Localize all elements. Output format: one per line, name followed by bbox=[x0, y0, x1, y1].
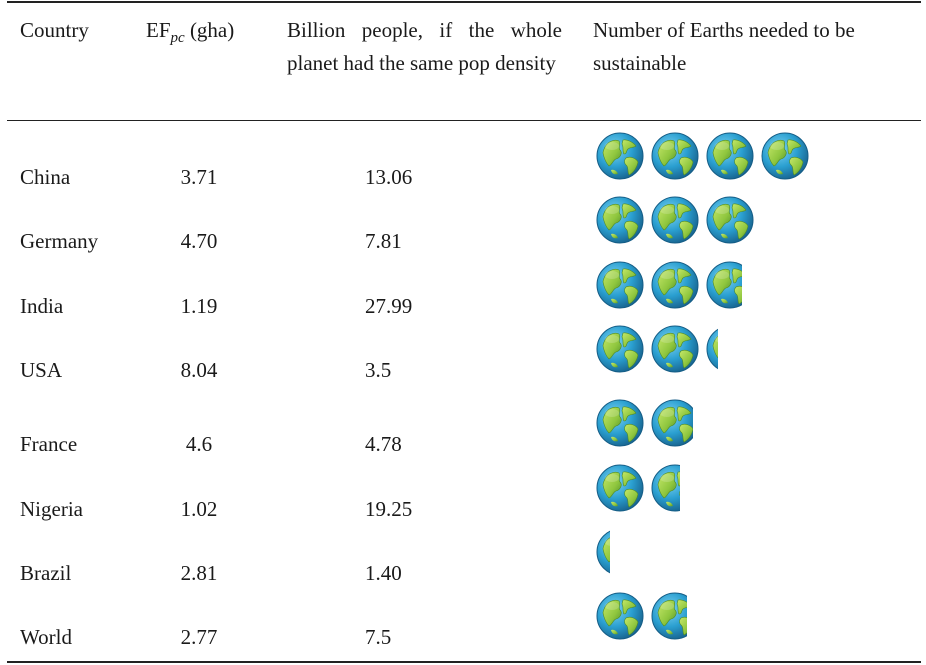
earths-needed-pictogram bbox=[596, 261, 926, 309]
table-row: Nigeria 1.02 19.25 bbox=[0, 464, 926, 528]
cell-ef: 3.71 bbox=[180, 165, 218, 189]
table-row: Brazil 2.81 1.40 bbox=[0, 528, 926, 592]
cell-billion-people: 27.99 bbox=[365, 294, 413, 318]
header-country: Country bbox=[20, 18, 89, 42]
earth-globe-icon bbox=[596, 325, 644, 373]
cell-country: India bbox=[20, 294, 64, 318]
earth-globe-icon bbox=[651, 132, 699, 180]
table-row: India 1.19 27.99 bbox=[0, 261, 926, 325]
earth-globe-icon bbox=[596, 261, 644, 309]
cell-ef: 2.77 bbox=[180, 625, 218, 649]
cell-billion-people: 19.25 bbox=[365, 497, 413, 521]
header-billion-people: Billion people, if the whole planet had … bbox=[287, 18, 562, 75]
cell-billion-people: 3.5 bbox=[365, 358, 392, 382]
cell-ef: 2.81 bbox=[180, 561, 218, 585]
earth-globe-icon bbox=[706, 261, 742, 309]
cell-country: France bbox=[20, 432, 78, 456]
earths-needed-pictogram bbox=[596, 528, 926, 576]
earth-globe-icon bbox=[651, 196, 699, 244]
earth-globe-icon bbox=[596, 592, 644, 640]
cell-billion-people: 7.81 bbox=[365, 229, 402, 253]
cell-billion-people: 13.06 bbox=[365, 165, 413, 189]
cell-billion-people: 7.5 bbox=[365, 625, 392, 649]
earth-globe-icon bbox=[706, 196, 754, 244]
earth-globe-icon bbox=[596, 528, 610, 576]
earths-needed-pictogram bbox=[596, 132, 926, 180]
cell-ef: 1.19 bbox=[180, 294, 218, 318]
table-bottom-rule bbox=[7, 661, 921, 663]
table-row: World 2.77 7.5 bbox=[0, 592, 926, 656]
earth-globe-icon bbox=[651, 399, 693, 447]
cell-billion-people: 1.40 bbox=[365, 561, 402, 585]
cell-ef: 1.02 bbox=[180, 497, 218, 521]
earth-globe-icon bbox=[706, 132, 754, 180]
earth-globe-icon bbox=[651, 464, 680, 512]
cell-country: Nigeria bbox=[20, 497, 83, 521]
earth-globe-icon bbox=[651, 592, 687, 640]
earths-needed-pictogram bbox=[596, 196, 926, 244]
table-row: France 4.6 4.78 bbox=[0, 399, 926, 463]
table-row: Germany 4.70 7.81 bbox=[0, 196, 926, 260]
earths-needed-pictogram bbox=[596, 592, 926, 640]
cell-country: Brazil bbox=[20, 561, 72, 585]
header-ef-main: EF bbox=[146, 18, 171, 42]
earth-globe-icon bbox=[706, 325, 718, 373]
table-header-rule bbox=[7, 120, 921, 121]
table-row: USA 8.04 3.5 bbox=[0, 325, 926, 389]
header-ef-per-capita: EFpc (gha) bbox=[146, 14, 234, 47]
header-ef-unit: (gha) bbox=[184, 18, 235, 42]
earths-needed-pictogram bbox=[596, 325, 926, 373]
earth-globe-icon bbox=[651, 325, 699, 373]
cell-country: World bbox=[20, 625, 72, 649]
earth-globe-icon bbox=[596, 464, 644, 512]
cell-ef: 4.70 bbox=[180, 229, 218, 253]
earth-globe-icon bbox=[761, 132, 809, 180]
header-ef-subscript: pc bbox=[170, 30, 185, 46]
earths-needed-pictogram bbox=[596, 399, 926, 447]
earth-globe-icon bbox=[651, 261, 699, 309]
cell-ef: 4.6 bbox=[185, 432, 213, 456]
earths-needed-pictogram bbox=[596, 464, 926, 512]
cell-country: Germany bbox=[20, 229, 99, 253]
earth-globe-icon bbox=[596, 132, 644, 180]
cell-country: China bbox=[20, 165, 71, 189]
header-earths-needed: Number of Earths needed to be sustainabl… bbox=[593, 18, 855, 75]
earth-globe-icon bbox=[596, 196, 644, 244]
earth-globe-icon bbox=[596, 399, 644, 447]
table-top-rule bbox=[7, 1, 921, 3]
cell-billion-people: 4.78 bbox=[365, 432, 402, 456]
table-row: China 3.71 13.06 bbox=[0, 132, 926, 196]
cell-country: USA bbox=[20, 358, 63, 382]
cell-ef: 8.04 bbox=[180, 358, 218, 382]
